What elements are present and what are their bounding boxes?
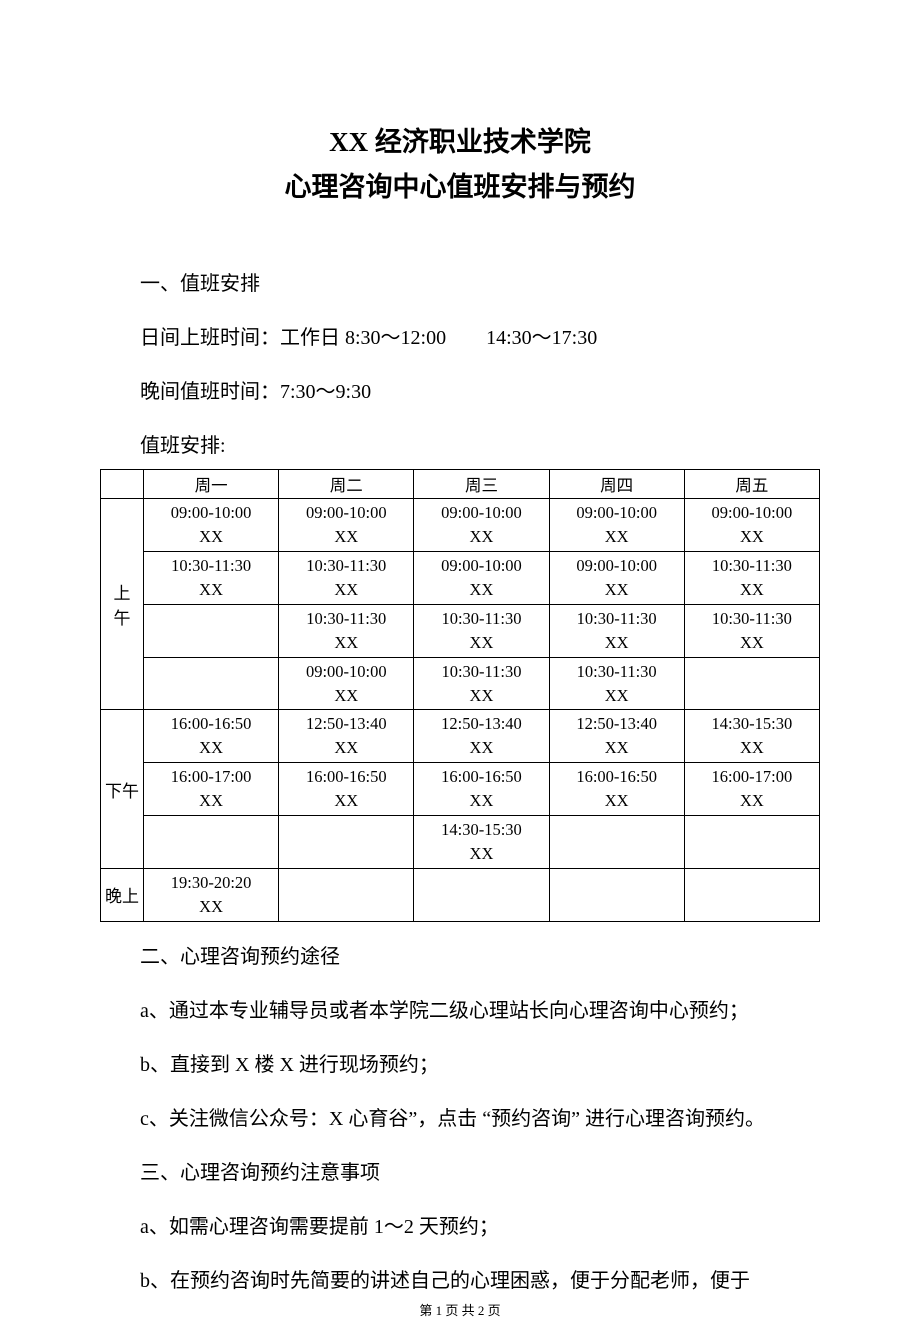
schedule-label: 值班安排: bbox=[140, 431, 820, 461]
table-cell bbox=[144, 657, 279, 710]
table-header-wed: 周三 bbox=[414, 470, 549, 499]
table-cell: 09:00-10:00XX bbox=[414, 551, 549, 604]
table-cell: 10:30-11:30XX bbox=[144, 551, 279, 604]
table-cell: 12:50-13:40XX bbox=[279, 710, 414, 763]
table-cell: 10:30-11:30XX bbox=[549, 657, 684, 710]
table-cell: 09:00-10:00XX bbox=[279, 499, 414, 552]
notice-a: a、如需心理咨询需要提前 1〜2 天预约； bbox=[140, 1212, 820, 1242]
table-cell: 16:00-16:50XX bbox=[144, 710, 279, 763]
period-label-am: 上午 bbox=[101, 499, 144, 710]
table-cell: 09:00-10:00XX bbox=[684, 499, 819, 552]
table-cell bbox=[684, 869, 819, 922]
title-line-1: XX 经济职业技术学院 bbox=[0, 120, 920, 165]
table-cell: 16:00-17:00XX bbox=[684, 763, 819, 816]
route-c: c、关注微信公众号：X 心育谷”，点击 “预约咨询” 进行心理咨询预约。 bbox=[140, 1104, 820, 1134]
notice-b: b、在预约咨询时先简要的讲述自己的心理困惑，便于分配老师，便于 bbox=[140, 1266, 820, 1296]
table-cell: 10:30-11:30XX bbox=[414, 604, 549, 657]
section-2-heading: 二、心理咨询预约途径 bbox=[140, 942, 820, 972]
section-1-heading: 一、值班安排 bbox=[140, 269, 820, 299]
table-cell: 10:30-11:30XX bbox=[414, 657, 549, 710]
table-cell: 14:30-15:30XX bbox=[684, 710, 819, 763]
table-cell: 10:30-11:30XX bbox=[279, 551, 414, 604]
table-cell: 10:30-11:30XX bbox=[684, 604, 819, 657]
table-corner-cell bbox=[101, 470, 144, 499]
section-3-heading: 三、心理咨询预约注意事项 bbox=[140, 1158, 820, 1188]
table-cell: 19:30-20:20XX bbox=[144, 869, 279, 922]
table-cell: 16:00-17:00XX bbox=[144, 763, 279, 816]
table-header-fri: 周五 bbox=[684, 470, 819, 499]
route-b: b、直接到 X 楼 X 进行现场预约； bbox=[140, 1050, 820, 1080]
table-cell bbox=[414, 869, 549, 922]
table-cell: 16:00-16:50XX bbox=[414, 763, 549, 816]
table-header-mon: 周一 bbox=[144, 470, 279, 499]
table-cell bbox=[279, 816, 414, 869]
table-cell: 16:00-16:50XX bbox=[279, 763, 414, 816]
table-cell: 10:30-11:30XX bbox=[549, 604, 684, 657]
table-cell bbox=[279, 869, 414, 922]
table-cell: 10:30-11:30XX bbox=[279, 604, 414, 657]
daytime-hours: 日间上班时间：工作日 8:30〜12:00 14:30〜17:30 bbox=[140, 323, 820, 353]
table-header-tue: 周二 bbox=[279, 470, 414, 499]
period-label-evening: 晚上 bbox=[101, 869, 144, 922]
table-cell: 10:30-11:30XX bbox=[684, 551, 819, 604]
period-label-pm: 下午 bbox=[101, 710, 144, 869]
table-cell: 09:00-10:00XX bbox=[549, 551, 684, 604]
table-cell: 09:00-10:00XX bbox=[549, 499, 684, 552]
table-cell: 16:00-16:50XX bbox=[549, 763, 684, 816]
table-cell bbox=[144, 816, 279, 869]
table-cell bbox=[684, 816, 819, 869]
page-footer: 第 1 页 共 2 页 bbox=[0, 1300, 920, 1319]
table-cell: 09:00-10:00XX bbox=[414, 499, 549, 552]
table-cell bbox=[549, 816, 684, 869]
schedule-table: 周一 周二 周三 周四 周五 上午 09:00-10:00XX 09:00-10… bbox=[100, 469, 820, 922]
table-cell: 09:00-10:00XX bbox=[144, 499, 279, 552]
table-cell: 09:00-10:00XX bbox=[279, 657, 414, 710]
table-cell: 12:50-13:40XX bbox=[414, 710, 549, 763]
route-a: a、通过本专业辅导员或者本学院二级心理站长向心理咨询中心预约； bbox=[140, 996, 820, 1026]
table-cell bbox=[684, 657, 819, 710]
title-line-2: 心理咨询中心值班安排与预约 bbox=[0, 165, 920, 210]
table-cell bbox=[144, 604, 279, 657]
table-cell bbox=[549, 869, 684, 922]
evening-hours: 晚间值班时间：7:30〜9:30 bbox=[140, 377, 820, 407]
table-cell: 12:50-13:40XX bbox=[549, 710, 684, 763]
table-header-thu: 周四 bbox=[549, 470, 684, 499]
table-cell: 14:30-15:30XX bbox=[414, 816, 549, 869]
